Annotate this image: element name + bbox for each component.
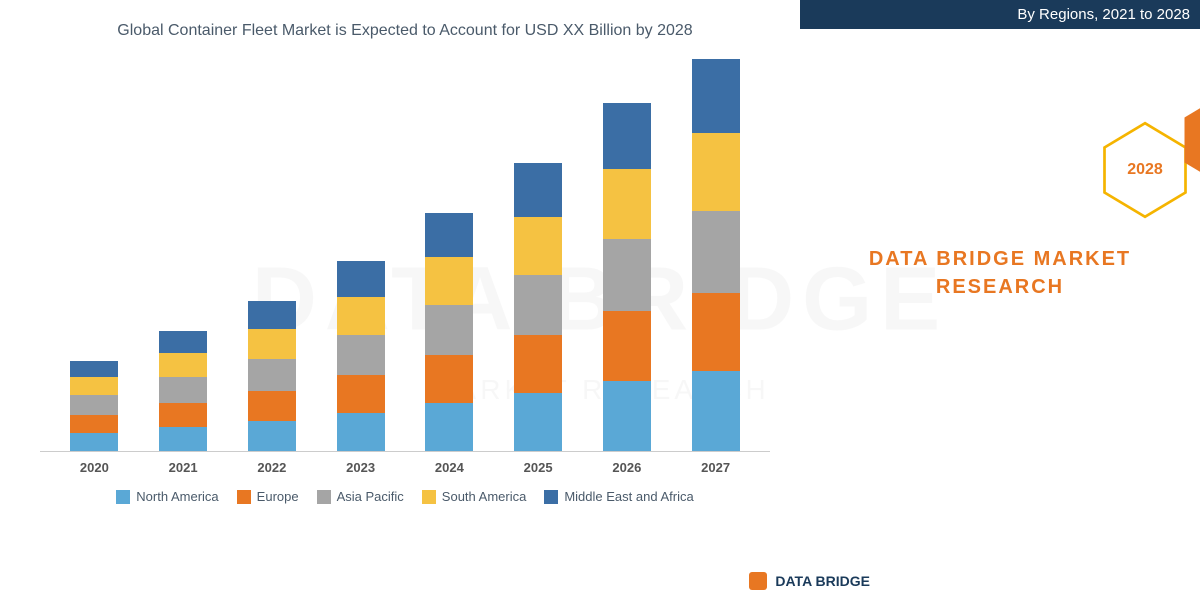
bar-segment (692, 371, 740, 451)
bar-group (508, 163, 568, 451)
main-container: Global Container Fleet Market is Expecte… (0, 0, 1200, 600)
legend-swatch (422, 490, 436, 504)
brand-text: DATA BRIDGE MARKET RESEARCH (840, 245, 1160, 301)
bar-segment (514, 217, 562, 275)
x-axis-label: 2023 (331, 460, 391, 475)
chart-legend: North America Europe Asia Pacific South Ame… (40, 489, 770, 504)
brand-line1: DATA BRIDGE MARKET (840, 245, 1160, 273)
bar-segment (692, 133, 740, 211)
bar-segment (70, 377, 118, 395)
bar-segment (337, 413, 385, 451)
bar-segment (425, 403, 473, 451)
chart-area (40, 52, 770, 452)
bar-segment (248, 421, 296, 451)
legend-item: Asia Pacific (317, 489, 404, 504)
bar-group (419, 213, 479, 451)
legend-label: Asia Pacific (337, 489, 404, 504)
bar-stack (70, 361, 118, 451)
right-header: By Regions, 2021 to 2028 (800, 0, 1200, 29)
legend-item: North America (116, 489, 218, 504)
bar-segment (514, 393, 562, 451)
bar-segment (337, 335, 385, 375)
bar-segment (159, 331, 207, 353)
bar-segment (159, 377, 207, 403)
legend-label: Europe (257, 489, 299, 504)
legend-label: Middle East and Africa (564, 489, 693, 504)
x-axis-label: 2024 (419, 460, 479, 475)
chart-title: Global Container Fleet Market is Expecte… (40, 20, 770, 42)
bar-segment (514, 335, 562, 393)
bar-stack (337, 261, 385, 451)
bar-segment (159, 427, 207, 451)
bar-segment (337, 297, 385, 335)
bar-group (597, 103, 657, 451)
x-axis-labels: 2020 2021 2022 2023 2024 2025 2026 2027 (40, 452, 770, 475)
bar-segment (248, 301, 296, 329)
bar-segment (248, 391, 296, 421)
bar-segment (70, 415, 118, 433)
bar-group (686, 59, 746, 451)
bar-segment (248, 329, 296, 359)
bar-segment (603, 103, 651, 169)
x-axis-label: 2026 (597, 460, 657, 475)
hexagon-2021: 2021 (1180, 90, 1200, 190)
bar-stack (514, 163, 562, 451)
x-axis-label: 2021 (153, 460, 213, 475)
bar-segment (337, 261, 385, 297)
hexagon-2028: 2028 (1100, 120, 1190, 220)
bar-stack (603, 103, 651, 451)
legend-item: South America (422, 489, 527, 504)
bar-group (64, 361, 124, 451)
bar-segment (425, 213, 473, 257)
bar-segment (425, 355, 473, 403)
legend-swatch (116, 490, 130, 504)
bar-stack (425, 213, 473, 451)
bar-segment (603, 169, 651, 239)
bar-segment (425, 257, 473, 305)
bar-segment (514, 275, 562, 335)
bar-group (153, 331, 213, 451)
bar-group (242, 301, 302, 451)
bar-segment (248, 359, 296, 391)
bar-segment (425, 305, 473, 355)
bar-segment (159, 403, 207, 427)
bar-stack (692, 59, 740, 451)
legend-swatch (317, 490, 331, 504)
legend-label: South America (442, 489, 527, 504)
hexagon-icon (1180, 90, 1200, 190)
bar-segment (159, 353, 207, 377)
hex-2028-label: 2028 (1127, 161, 1163, 179)
legend-swatch (544, 490, 558, 504)
x-axis-label: 2027 (686, 460, 746, 475)
bars-container (40, 52, 770, 452)
right-panel: By Regions, 2021 to 2028 2028 2021 DATA … (800, 0, 1200, 600)
bar-segment (692, 59, 740, 133)
x-axis-label: 2022 (242, 460, 302, 475)
legend-label: North America (136, 489, 218, 504)
chart-panel: Global Container Fleet Market is Expecte… (0, 0, 800, 600)
legend-swatch (237, 490, 251, 504)
x-axis-label: 2025 (508, 460, 568, 475)
brand-line2: RESEARCH (840, 273, 1160, 301)
bar-segment (514, 163, 562, 217)
bar-segment (603, 239, 651, 311)
bar-segment (603, 381, 651, 451)
x-axis-label: 2020 (64, 460, 124, 475)
bar-group (331, 261, 391, 451)
bar-stack (159, 331, 207, 451)
bar-segment (70, 433, 118, 451)
bar-segment (337, 375, 385, 413)
bar-segment (603, 311, 651, 381)
bar-stack (248, 301, 296, 451)
legend-item: Europe (237, 489, 299, 504)
bar-segment (692, 211, 740, 293)
legend-item: Middle East and Africa (544, 489, 693, 504)
bar-segment (70, 395, 118, 415)
bar-segment (692, 293, 740, 371)
bar-segment (70, 361, 118, 377)
